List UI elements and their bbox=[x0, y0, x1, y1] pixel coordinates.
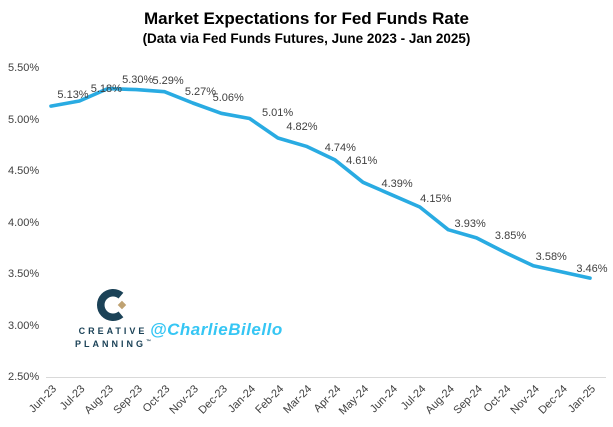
data-point-label: 4.61% bbox=[346, 154, 378, 167]
charliebilello-handle: @CharlieBilello bbox=[150, 320, 283, 339]
fed-funds-rate-line bbox=[49, 86, 592, 280]
data-point-label: 4.15% bbox=[420, 193, 452, 206]
data-point-label: 3.46% bbox=[576, 263, 608, 276]
creative-planning-icon bbox=[97, 288, 129, 322]
y-axis-tick-label: 5.50% bbox=[8, 62, 40, 74]
x-axis-line bbox=[46, 377, 606, 378]
data-point-label: 4.82% bbox=[286, 121, 318, 134]
y-axis-tick-label: 4.00% bbox=[8, 216, 40, 229]
data-point-label: 5.18% bbox=[90, 82, 122, 95]
y-axis-tick-label: 4.50% bbox=[8, 165, 40, 177]
y-axis-tick-label: 2.50% bbox=[8, 371, 40, 383]
data-point-label: 5.27% bbox=[184, 85, 217, 98]
chart-subtitle: (Data via Fed Funds Futures, June 2023 -… bbox=[142, 31, 471, 46]
logo-text-planning: PLANNING™ bbox=[58, 337, 168, 350]
data-point-label: 4.39% bbox=[381, 178, 413, 191]
y-axis-tick-label: 5.00% bbox=[8, 113, 40, 126]
data-point-label: 5.30% bbox=[122, 73, 154, 86]
creative-planning-logo: CREATIVE PLANNING™ bbox=[58, 288, 168, 350]
y-axis-tick-label: 3.50% bbox=[8, 268, 40, 280]
logo-text-creative: CREATIVE bbox=[78, 326, 148, 336]
data-point-label: 3.85% bbox=[494, 229, 527, 242]
page-title: Market Expectations for Fed Funds Rate bbox=[144, 9, 469, 28]
data-point-label: 5.29% bbox=[152, 74, 184, 87]
data-point-label: 5.13% bbox=[57, 89, 89, 102]
data-point-label: 4.74% bbox=[324, 142, 356, 155]
data-point-label: 5.06% bbox=[212, 92, 244, 105]
data-point-label: 3.58% bbox=[535, 250, 567, 263]
y-axis-tick-label: 3.00% bbox=[8, 319, 40, 332]
trademark-symbol: ™ bbox=[146, 339, 151, 345]
data-point-label: 3.93% bbox=[454, 217, 486, 230]
data-point-label: 5.01% bbox=[261, 107, 294, 120]
logo-text-planning-word: PLANNING bbox=[75, 339, 146, 349]
